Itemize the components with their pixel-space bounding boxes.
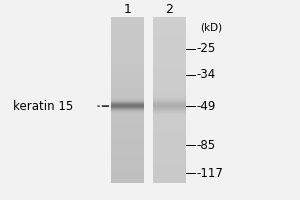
Text: -117: -117 — [196, 167, 223, 180]
Text: (kD): (kD) — [200, 22, 223, 32]
Text: -49: -49 — [196, 100, 215, 113]
Text: -25: -25 — [196, 42, 215, 55]
Text: 2: 2 — [165, 3, 173, 16]
Text: 1: 1 — [124, 3, 132, 16]
Text: keratin 15: keratin 15 — [13, 100, 74, 113]
Text: -85: -85 — [196, 139, 215, 152]
Text: -34: -34 — [196, 68, 215, 81]
